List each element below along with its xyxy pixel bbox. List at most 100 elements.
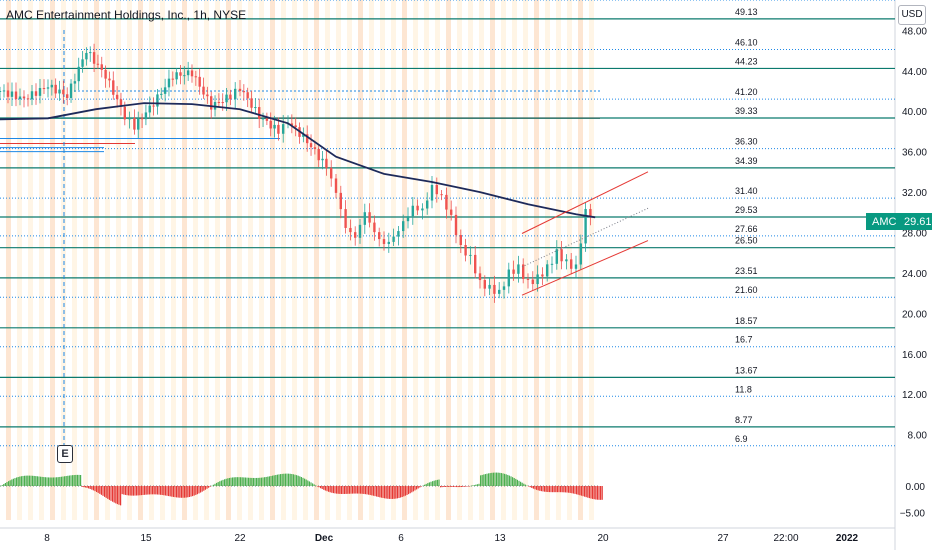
oscillator-bar — [368, 486, 370, 495]
oscillator-bar — [132, 486, 134, 496]
oscillator-bar — [262, 477, 264, 486]
session-band — [72, 0, 77, 520]
oscillator-bar — [4, 482, 6, 486]
oscillator-bar — [288, 473, 290, 486]
oscillator-bar — [411, 486, 413, 493]
currency-button[interactable]: USD — [898, 5, 926, 25]
candle-body — [421, 208, 424, 211]
ticker-symbol: AMC — [872, 215, 897, 228]
oscillator-bar — [419, 486, 421, 488]
oscillator-bar — [121, 486, 123, 495]
oscillator-bar — [355, 486, 357, 494]
oscillator-bar — [102, 486, 104, 496]
session-band — [94, 0, 99, 520]
time-tick-label: 8 — [44, 533, 50, 544]
candle-body — [50, 84, 54, 88]
session-band — [160, 0, 165, 520]
oscillator-bar — [345, 486, 347, 494]
oscillator-bar — [284, 473, 286, 486]
candle-body — [26, 98, 30, 100]
candle-body — [450, 209, 453, 215]
price-tick-label: 44.00 — [902, 67, 927, 78]
candle-body — [541, 274, 544, 277]
oscillator-bar — [467, 486, 469, 487]
oscillator-bar — [472, 485, 474, 486]
candle-body — [430, 185, 434, 201]
oscillator-bar — [569, 486, 571, 493]
oscillator-bar — [579, 486, 581, 496]
oscillator-bar — [33, 475, 35, 486]
oscillator-bar — [400, 486, 402, 498]
oscillator-bar — [128, 486, 130, 496]
oscillator-bar — [486, 473, 488, 486]
session-band — [336, 0, 341, 520]
oscillator-bar — [585, 486, 587, 498]
oscillator-bar — [75, 474, 77, 486]
oscillator-bar — [268, 476, 270, 486]
oscillator-bar — [390, 486, 392, 499]
session-band — [369, 0, 374, 520]
oscillator-bar — [531, 486, 533, 488]
oscillator-bar — [241, 477, 243, 486]
candle-body — [565, 259, 568, 262]
oscillator-bar — [572, 486, 574, 494]
session-band — [237, 0, 242, 520]
candle-body — [406, 216, 410, 222]
oscillator-bar — [206, 486, 208, 489]
oscillator-bar — [582, 486, 584, 497]
channel-lower-line — [521, 240, 649, 296]
oscillator-bar — [148, 486, 150, 495]
session-band — [193, 0, 198, 520]
session-band — [83, 0, 88, 520]
support-resistance-rays — [0, 90, 600, 153]
oscillator-bar — [542, 486, 544, 492]
oscillator-bar — [180, 486, 182, 498]
earnings-icon[interactable]: E — [57, 445, 73, 463]
oscillator-bar — [270, 475, 272, 486]
candle-body — [354, 232, 357, 238]
price-tick-label: 24.00 — [902, 269, 927, 280]
oscillator-bar — [200, 486, 202, 493]
oscillator-bar — [593, 486, 595, 500]
session-band — [61, 0, 66, 520]
price-axis: 48.00 44.00 40.00 36.00 32.00 28.00 24.00 20.00… — [902, 26, 927, 441]
oscillator-bar — [537, 486, 539, 491]
oscillator-bar — [192, 486, 194, 497]
candle-body — [238, 88, 242, 92]
oscillator-bar — [51, 477, 53, 486]
session-band — [215, 0, 220, 520]
oscillator-bar — [281, 473, 283, 486]
oscillator-bar — [1, 484, 3, 486]
oscillator-bar — [280, 474, 282, 486]
oscillator-bar — [406, 486, 408, 495]
price-tick-label: 40.00 — [902, 107, 927, 118]
fib-level-label: 36.30 — [735, 137, 758, 147]
candle-body — [512, 269, 515, 274]
oscillator-bar — [123, 486, 125, 495]
oscillator-bar — [190, 486, 192, 497]
oscillator-bar — [230, 477, 232, 486]
oscillator-bar — [150, 486, 152, 495]
oscillator-bar — [184, 486, 186, 498]
session-band — [358, 0, 363, 520]
time-tick-label: 22 — [234, 533, 246, 544]
oscillator-bar — [339, 486, 341, 494]
oscillator-bar — [296, 475, 298, 486]
candle-body — [104, 69, 107, 79]
oscillator-bar — [539, 486, 541, 491]
candle-body — [402, 221, 405, 232]
candle-body — [302, 134, 305, 137]
oscillator-bar — [174, 486, 176, 498]
session-band — [325, 0, 330, 520]
candle-body — [38, 88, 42, 96]
oscillator-bar — [16, 477, 18, 486]
oscillator-bar — [212, 484, 214, 486]
oscillator-bar — [577, 486, 579, 495]
oscillator-bar — [491, 472, 493, 486]
candle-body — [454, 214, 458, 236]
candle-body — [242, 91, 246, 93]
session-band — [424, 0, 429, 520]
session-band — [50, 0, 55, 520]
